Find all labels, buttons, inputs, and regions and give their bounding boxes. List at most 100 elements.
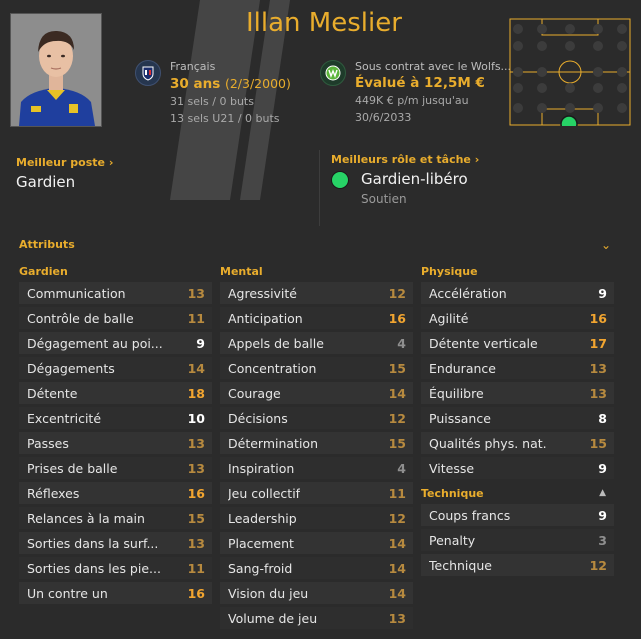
attribute-value: 16	[187, 585, 205, 601]
attribute-name: Endurance	[429, 360, 496, 376]
attribute-row-volume-de-jeu[interactable]: Volume de jeu 13	[220, 607, 413, 629]
attribute-value: 9	[598, 507, 607, 523]
attribute-row-un-contre-un[interactable]: Un contre un 16	[19, 582, 212, 604]
goalkeeper-heading: Gardien	[19, 265, 68, 278]
attribute-name: Communication	[27, 285, 126, 301]
attribute-name: Réflexes	[27, 485, 80, 501]
attribute-row-degagements[interactable]: Dégagements 14	[19, 357, 212, 379]
attribute-value: 3	[598, 532, 607, 548]
attribute-name: Prises de balle	[27, 460, 118, 476]
attribute-name: Concentration	[228, 360, 317, 376]
attribute-row-anticipation[interactable]: Anticipation 16	[220, 307, 413, 329]
attribute-row-degagement-au-poi[interactable]: Dégagement au poi... 9	[19, 332, 212, 354]
attribute-row-prises-de-balle[interactable]: Prises de balle 13	[19, 457, 212, 479]
attribute-name: Puissance	[429, 410, 491, 426]
attribute-value: 13	[589, 360, 607, 376]
best-role-link[interactable]: Meilleurs rôle et tâche ›	[331, 153, 480, 166]
attribute-row-communication[interactable]: Communication 13	[19, 282, 212, 304]
goalkeeper-column: Gardien Communication 13 Contrôle de balle…	[19, 262, 212, 607]
attribute-value: 16	[388, 310, 406, 326]
attribute-row-decisions[interactable]: Décisions 12	[220, 407, 413, 429]
attribute-row-determination[interactable]: Détermination 15	[220, 432, 413, 454]
attribute-value: 16	[187, 485, 205, 501]
attribute-name: Appels de balle	[228, 335, 324, 351]
wolfsburg-club-icon[interactable]	[320, 60, 346, 86]
attribute-row-jeu-collectif[interactable]: Jeu collectif 11	[220, 482, 413, 504]
player-name: Illan Meslier	[246, 8, 402, 38]
attribute-row-endurance[interactable]: Endurance 13	[421, 357, 614, 379]
attribute-name: Passes	[27, 435, 69, 451]
attribute-row-reflexes[interactable]: Réflexes 16	[19, 482, 212, 504]
best-position-link[interactable]: Meilleur poste ›	[16, 156, 114, 169]
attribute-row-concentration[interactable]: Concentration 15	[220, 357, 413, 379]
attribute-name: Anticipation	[228, 310, 303, 326]
attribute-row-equilibre[interactable]: Équilibre 13	[421, 382, 614, 404]
attribute-row-acceleration[interactable]: Accélération 9	[421, 282, 614, 304]
attribute-value: 13	[187, 285, 205, 301]
attribute-value: 16	[589, 310, 607, 326]
attribute-row-detente-verticale[interactable]: Détente verticale 17	[421, 332, 614, 354]
best-role-duty: Soutien	[361, 192, 407, 206]
attribute-row-inspiration[interactable]: Inspiration 4	[220, 457, 413, 479]
attribute-row-sorties-dans-les-pie[interactable]: Sorties dans les pie... 11	[19, 557, 212, 579]
attribute-row-technique[interactable]: Technique 12	[421, 554, 614, 576]
attribute-row-sorties-dans-la-surf[interactable]: Sorties dans la surf... 13	[19, 532, 212, 554]
attribute-row-puissance[interactable]: Puissance 8	[421, 407, 614, 429]
chevron-down-icon[interactable]: ⌄	[601, 238, 612, 252]
attribute-name: Qualités phys. nat.	[429, 435, 547, 451]
contract-block: Sous contrat avec le Wolfs... Évalué à 1…	[355, 58, 511, 126]
attribute-row-vitesse[interactable]: Vitesse 9	[421, 457, 614, 479]
attribute-value: 15	[388, 435, 406, 451]
attribute-row-penalty[interactable]: Penalty 3	[421, 529, 614, 551]
attribute-row-appels-de-balle[interactable]: Appels de balle 4	[220, 332, 413, 354]
physical-heading: Physique	[421, 265, 478, 278]
attribute-value: 11	[388, 485, 406, 501]
attribute-row-agressivite[interactable]: Agressivité 12	[220, 282, 413, 304]
technical-heading: Technique	[421, 486, 484, 500]
attribute-row-coups-francs[interactable]: Coups francs 9	[421, 504, 614, 526]
contract-club[interactable]: Sous contrat avec le Wolfs...	[355, 60, 512, 73]
attribute-value: 14	[388, 535, 406, 551]
technical-heading-row[interactable]: Technique ▲	[421, 482, 614, 504]
mental-column: Mental Agressivité 12 Anticipation 16 Appels…	[220, 262, 413, 632]
attribute-name: Courage	[228, 385, 281, 401]
attribute-name: Agressivité	[228, 285, 298, 301]
attribute-row-passes[interactable]: Passes 13	[19, 432, 212, 454]
attribute-row-courage[interactable]: Courage 14	[220, 382, 413, 404]
attribute-row-leadership[interactable]: Leadership 12	[220, 507, 413, 529]
attribute-name: Dégagement au poi...	[27, 335, 163, 351]
caps: 31 sels / 0 buts	[170, 95, 254, 108]
nationality-block: Français 30 ans (2/3/2000) 31 sels / 0 b…	[170, 58, 291, 127]
collapse-icon[interactable]: ▲	[599, 488, 606, 498]
attributes-title: Attributs	[19, 238, 75, 251]
attribute-name: Sorties dans la surf...	[27, 535, 159, 551]
attribute-name: Un contre un	[27, 585, 108, 601]
attribute-row-detente[interactable]: Détente 18	[19, 382, 212, 404]
attribute-value: 13	[589, 385, 607, 401]
attribute-row-placement[interactable]: Placement 14	[220, 532, 413, 554]
attribute-name: Vision du jeu	[228, 585, 309, 601]
attribute-row-excentricite[interactable]: Excentricité 10	[19, 407, 212, 429]
attribute-value: 11	[187, 560, 205, 576]
attribute-row-controle-de-balle[interactable]: Contrôle de balle 11	[19, 307, 212, 329]
attribute-value: 4	[397, 460, 406, 476]
position-pitch[interactable]	[509, 18, 631, 126]
attribute-value: 11	[187, 310, 205, 326]
attribute-row-relances-a-la-main[interactable]: Relances à la main 15	[19, 507, 212, 529]
player-value: Évalué à 12,5M €	[355, 75, 485, 91]
attribute-value: 12	[589, 557, 607, 573]
attribute-row-vision-du-jeu[interactable]: Vision du jeu 14	[220, 582, 413, 604]
attribute-name: Inspiration	[228, 460, 295, 476]
age: 30 ans	[170, 76, 221, 92]
attribute-name: Sorties dans les pie...	[27, 560, 161, 576]
attribute-value: 12	[388, 410, 406, 426]
attribute-row-agilite[interactable]: Agilité 16	[421, 307, 614, 329]
nationality: Français	[170, 60, 216, 73]
attribute-row-qualites-phys-nat[interactable]: Qualités phys. nat. 15	[421, 432, 614, 454]
attribute-row-sang-froid[interactable]: Sang-froid 14	[220, 557, 413, 579]
contract-end: 30/6/2033	[355, 111, 412, 124]
attribute-value: 12	[388, 285, 406, 301]
attribute-value: 9	[598, 460, 607, 476]
attribute-name: Placement	[228, 535, 294, 551]
attribute-name: Volume de jeu	[228, 610, 318, 626]
